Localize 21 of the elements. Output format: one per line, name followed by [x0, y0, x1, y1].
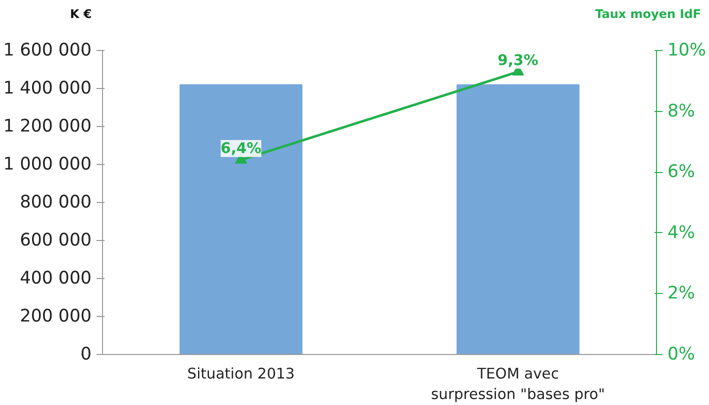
x-tick-label: Situation 2013	[187, 366, 295, 382]
y2-tick-label: 8%	[668, 101, 695, 122]
y-tick-label: 200 000	[20, 306, 92, 326]
y-tick-label: 1 200 000	[3, 116, 92, 136]
y2-tick-label: 2%	[668, 284, 695, 304]
y-tick-label: 1 400 000	[3, 78, 92, 98]
data-label: 9,3%	[498, 52, 539, 69]
y-axis-title: K €	[70, 6, 92, 23]
y2-tick-label: 4%	[668, 222, 695, 243]
y-tick-label: 0	[80, 344, 92, 364]
y-tick-label: 800 000	[20, 192, 92, 212]
y-tick-label: 1 000 000	[3, 154, 92, 174]
y-tick-label: 400 000	[20, 268, 92, 288]
data-label: 6,4%	[220, 140, 262, 157]
y-tick-label: 1 600 000	[3, 40, 92, 60]
y2-axis-title: Taux moyen IdF	[595, 6, 701, 23]
y2-tick-label: 0%	[668, 344, 695, 364]
y-tick-label: 600 000	[20, 230, 92, 250]
x-tick-label: TEOM avec surpression "bases pro"	[431, 366, 605, 403]
y2-tick-label: 10%	[668, 40, 706, 60]
y2-tick-label: 6%	[668, 162, 695, 182]
